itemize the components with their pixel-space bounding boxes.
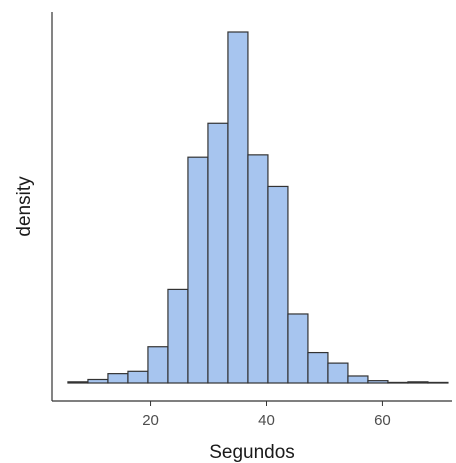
histogram-bar [107,373,129,384]
histogram-bar [67,381,89,384]
histogram-bar [127,370,149,384]
x-tick-label: 20 [142,412,159,429]
histogram-bar [307,351,329,384]
histogram-bar [207,122,229,384]
histogram-bar [227,31,249,384]
histogram-bar [167,288,189,384]
histogram-bar [147,346,169,384]
histogram-bar [327,362,349,384]
histogram-bar [267,185,289,384]
histogram-bar [87,378,109,384]
histogram-bar [347,375,369,384]
histogram-bar [247,154,269,384]
x-tick-label: 40 [258,412,275,429]
histogram-bar [427,381,449,384]
x-axis-title: Segundos [209,442,295,463]
bars-group [67,31,449,384]
histogram-bar [287,313,309,384]
y-axis-title: density [14,176,35,237]
histogram-bar [187,156,209,384]
x-ticks-group: 20 40 60 [142,401,391,429]
histogram-bar [407,381,429,384]
x-tick-label: 60 [374,412,391,429]
histogram-bar [367,380,389,384]
histogram-bar [387,381,409,384]
